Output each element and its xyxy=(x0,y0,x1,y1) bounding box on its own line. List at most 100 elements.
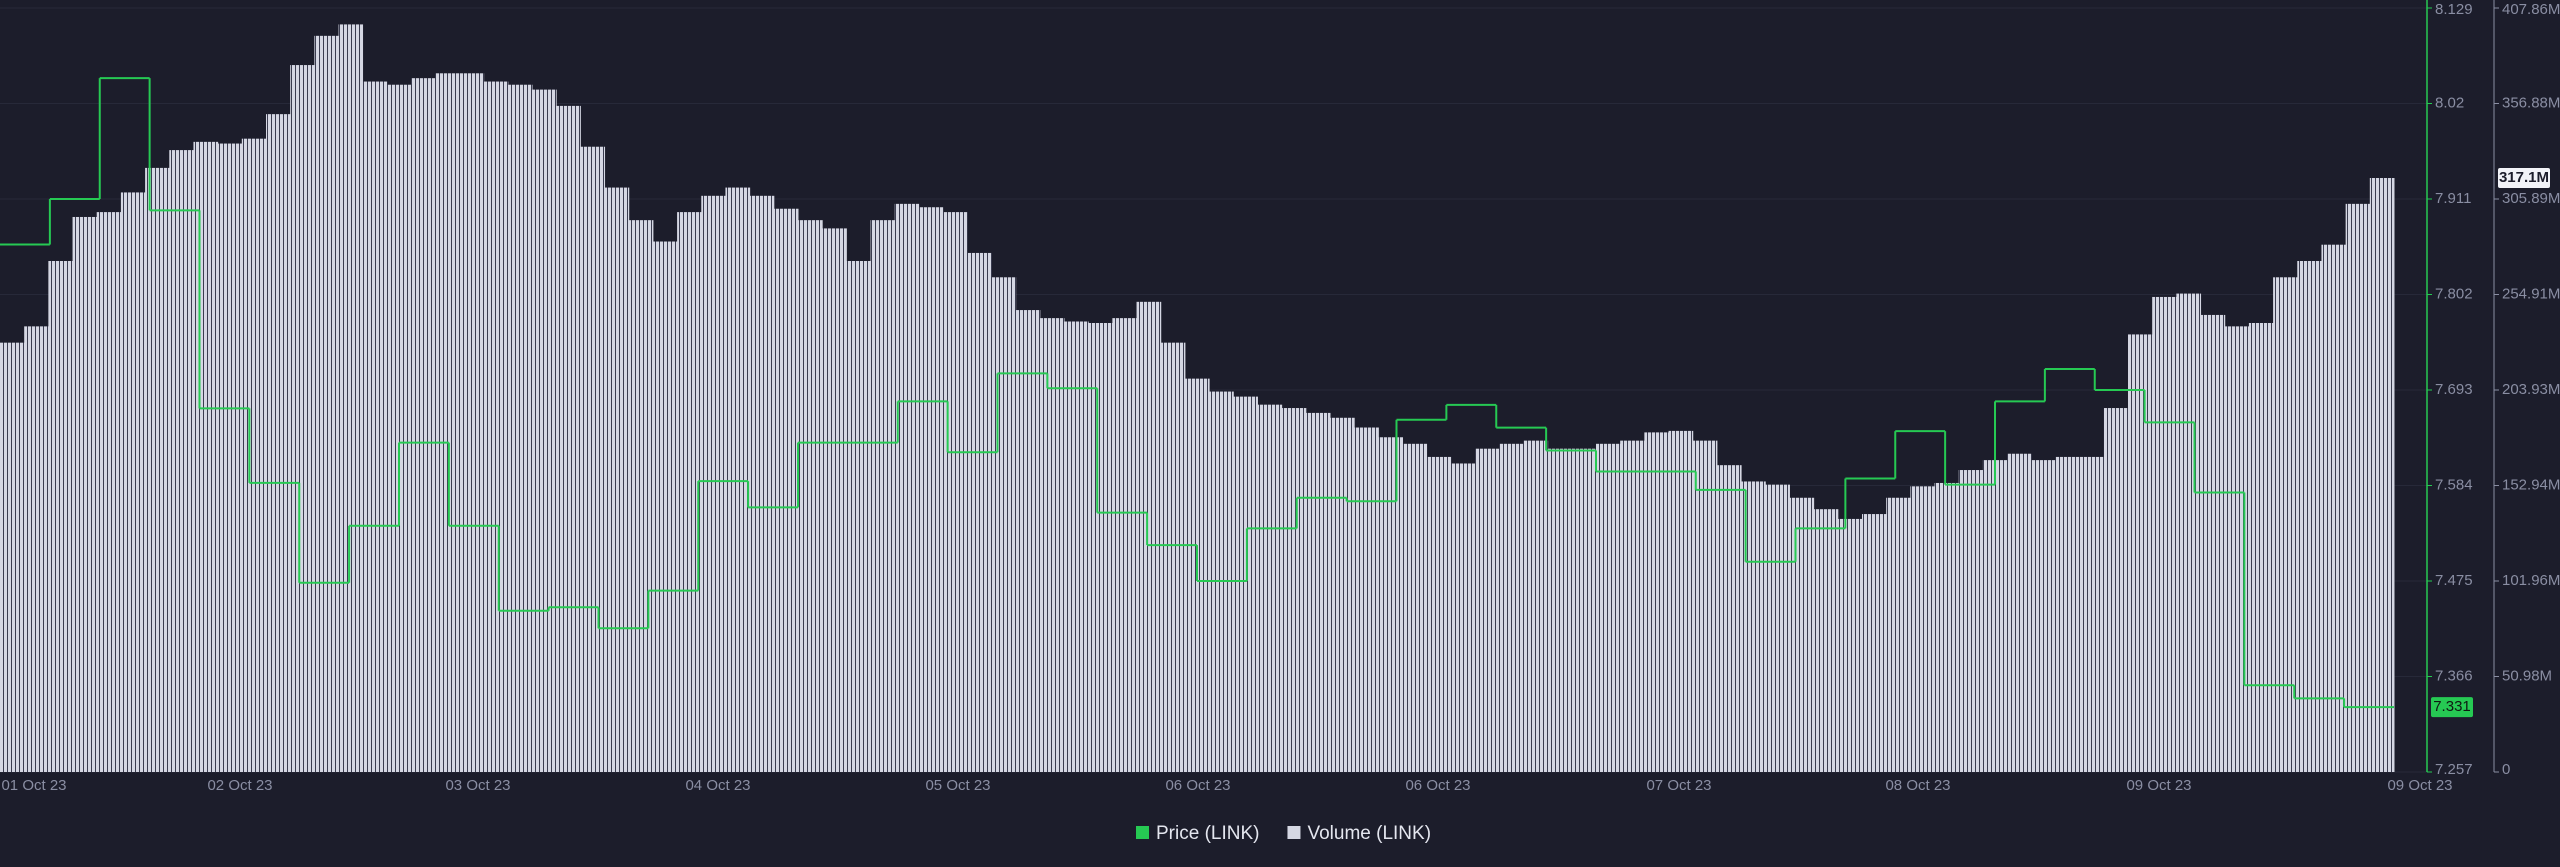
y-tick-label: 7.257 xyxy=(2435,761,2473,778)
volume-bar xyxy=(846,260,872,772)
volume-bar xyxy=(1716,465,1742,772)
volume-bar xyxy=(701,195,726,772)
x-tick-label: 09 Oct 23 xyxy=(2387,777,2452,794)
volume-bar xyxy=(1475,448,1500,772)
volume-bar xyxy=(1692,440,1718,772)
volume-bar xyxy=(169,150,194,772)
volume-bar xyxy=(1281,408,1307,772)
volume-bar xyxy=(1934,482,1960,772)
volume-bar xyxy=(1015,310,1041,772)
volume-bar xyxy=(2103,408,2129,772)
volume-bar xyxy=(870,220,896,772)
volume-bar xyxy=(2128,334,2153,772)
volume-bar xyxy=(2321,244,2347,772)
volume-bar xyxy=(1330,417,1355,772)
y-tick-label: 7.475 xyxy=(2435,572,2473,589)
x-tick-label: 06 Oct 23 xyxy=(1165,777,1230,794)
value-badge-label: 7.331 xyxy=(2433,698,2471,715)
value-badge xyxy=(2498,168,2550,189)
volume-bar xyxy=(507,84,533,772)
volume-bar xyxy=(1789,497,1815,772)
volume-bar xyxy=(266,114,291,772)
volume-bar xyxy=(1644,432,1670,772)
volume-bar xyxy=(2007,453,2032,772)
volume-bar xyxy=(918,207,944,773)
volume-bar xyxy=(1547,448,1573,772)
value-badge xyxy=(2431,697,2473,718)
y2-tick-label: 152.94M xyxy=(2502,476,2560,493)
volume-bar xyxy=(1620,440,1645,772)
x-tick-label: 03 Oct 23 xyxy=(445,777,510,794)
volume-bar xyxy=(2055,456,2081,772)
value-badge-label: 317.1M xyxy=(2499,169,2549,186)
legend-swatch xyxy=(1136,826,1149,839)
volume-bar xyxy=(2031,460,2056,772)
y2-tick-label: 203.93M xyxy=(2502,381,2560,398)
y-tick-label: 8.129 xyxy=(2435,1,2473,18)
volume-bar xyxy=(72,216,98,773)
y-tick-label: 7.693 xyxy=(2435,381,2473,398)
volume-bar xyxy=(580,146,606,772)
volume-bar xyxy=(1305,412,1331,772)
volume-bar xyxy=(1910,486,1936,772)
volume-bar xyxy=(822,228,847,772)
y2-tick-label: 101.96M xyxy=(2502,572,2560,589)
legend-label: Price (LINK) xyxy=(1156,823,1259,844)
legend-label: Volume (LINK) xyxy=(1307,823,1431,844)
volume-bar xyxy=(96,212,122,773)
volume-bar xyxy=(1378,437,1404,772)
volume-bar xyxy=(1765,484,1790,772)
volume-bar xyxy=(1523,440,1549,772)
volume-bar xyxy=(1450,463,1476,772)
volume-bar xyxy=(145,167,170,773)
volume-bar xyxy=(1233,396,1258,772)
volume-bar xyxy=(314,35,340,772)
volume-bar xyxy=(386,84,412,772)
volume-bar xyxy=(1257,404,1283,772)
volume-bar xyxy=(1596,443,1621,772)
volume-bar xyxy=(652,241,678,772)
volume-bar xyxy=(798,220,823,772)
volume-bar xyxy=(1136,301,1162,772)
volume-bar xyxy=(2152,296,2177,772)
volume-bar xyxy=(1354,427,1379,772)
volume-bar xyxy=(1862,514,1887,772)
y-tick-label: 7.911 xyxy=(2435,190,2471,207)
volume-bar xyxy=(2369,178,2395,773)
volume-bar xyxy=(2248,322,2274,772)
x-tick-label: 02 Oct 23 xyxy=(207,777,272,794)
volume-bar xyxy=(1426,456,1452,772)
y2-tick-label: 0 xyxy=(2502,761,2510,778)
volume-bar xyxy=(1160,342,1186,772)
volume-bar xyxy=(943,212,968,773)
y-tick-label: 7.584 xyxy=(2435,476,2473,493)
y-tick-label: 8.02 xyxy=(2435,94,2464,111)
volume-bar xyxy=(1982,460,2008,772)
volume-bar xyxy=(1958,470,1984,772)
volume-bar xyxy=(1886,497,1911,772)
volume-bar xyxy=(1837,518,1863,772)
y-tick-label: 7.366 xyxy=(2435,667,2473,684)
volume-bar xyxy=(2224,326,2250,772)
volume-bar xyxy=(556,105,581,772)
volume-bar xyxy=(2079,456,2105,772)
volume-bar xyxy=(483,81,509,773)
volume-bar xyxy=(120,192,146,773)
x-tick-label: 04 Oct 23 xyxy=(685,777,750,794)
volume-bar xyxy=(2297,260,2322,772)
volume-bar xyxy=(0,342,25,772)
x-tick-label: 08 Oct 23 xyxy=(1885,777,1950,794)
x-tick-label: 05 Oct 23 xyxy=(925,777,990,794)
volume-bar xyxy=(1571,448,1597,772)
volume-bar xyxy=(773,208,799,773)
volume-bar xyxy=(217,143,243,772)
volume-bar xyxy=(1112,318,1138,772)
volume-bar xyxy=(967,252,992,773)
volume-bar xyxy=(362,81,388,773)
volume-bar xyxy=(894,203,920,772)
x-tick-label: 06 Oct 23 xyxy=(1405,777,1470,794)
volume-bar xyxy=(991,277,1017,772)
volume-bar xyxy=(1668,430,1694,772)
